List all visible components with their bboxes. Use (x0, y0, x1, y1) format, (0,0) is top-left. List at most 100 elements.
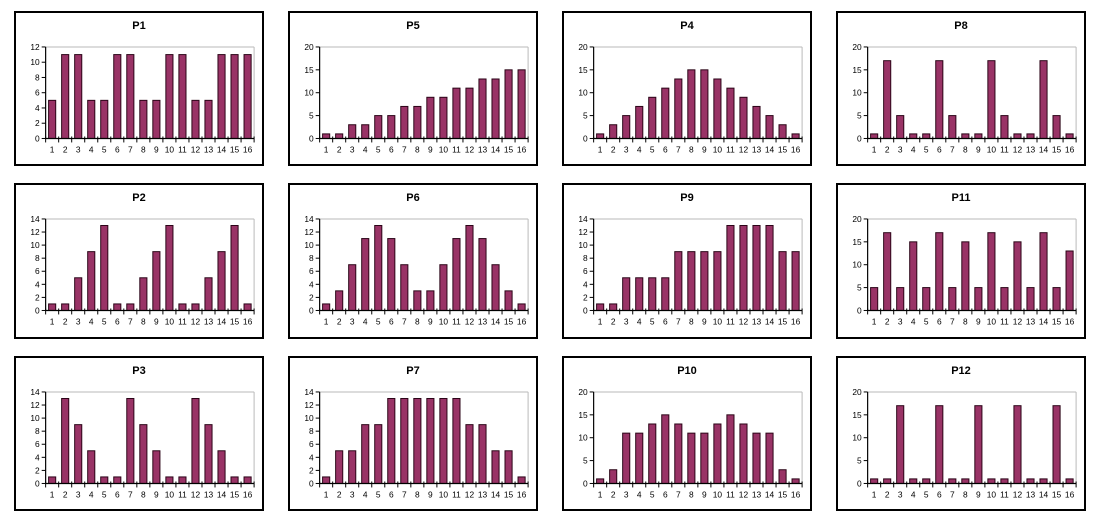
x-tick-label: 10 (713, 317, 723, 327)
bar (765, 115, 774, 139)
bar (883, 232, 892, 312)
x-tick-label: 10 (987, 317, 997, 327)
x-tick-label: 3 (350, 489, 355, 499)
bar (987, 60, 996, 139)
x-tick-label: 6 (937, 489, 942, 499)
bar (491, 449, 500, 484)
chart-panel-p6: P6 0 2 4 6 8 10 12 14 1 2 3 4 5 6 7 8 9 10 11 12 13 14 15 16 (288, 183, 538, 339)
bar (726, 87, 735, 139)
bar (896, 287, 905, 312)
x-tick-label: 10 (987, 489, 997, 499)
chart-panel-p1: P1 0 2 4 6 8 10 12 1 2 3 4 5 6 7 8 9 10 11 12 13 14 15 16 (14, 11, 264, 167)
bar (739, 225, 748, 312)
y-tick-label: 6 (309, 267, 314, 277)
x-tick-label: 3 (76, 317, 81, 327)
bar (635, 277, 644, 312)
x-tick-label: 16 (791, 317, 801, 327)
bar (413, 290, 422, 312)
x-tick-label: 14 (765, 317, 775, 327)
bar (152, 251, 161, 312)
x-tick-label: 2 (611, 317, 616, 327)
x-tick-label: 7 (402, 489, 407, 499)
bar (674, 423, 683, 484)
x-tick-label: 14 (217, 317, 227, 327)
x-tick-label: 7 (402, 317, 407, 327)
x-tick-label: 7 (402, 144, 407, 154)
bar (100, 225, 109, 312)
y-tick-label: 8 (35, 426, 40, 436)
x-tick-label: 9 (702, 489, 707, 499)
y-tick-label: 2 (35, 465, 40, 475)
x-tick-label: 15 (230, 144, 240, 154)
y-tick-label: 20 (578, 42, 588, 52)
y-tick-label: 20 (852, 387, 862, 397)
bar (452, 397, 461, 484)
y-tick-label: 0 (857, 133, 862, 143)
x-tick-label: 10 (987, 144, 997, 154)
bar (74, 277, 83, 312)
y-tick-label: 20 (852, 42, 862, 52)
bar (48, 303, 57, 312)
bar (48, 99, 57, 139)
x-tick-label: 8 (415, 144, 420, 154)
bar (217, 449, 226, 484)
bar (61, 303, 70, 312)
x-tick-label: 1 (324, 317, 329, 327)
y-tick-label: 0 (583, 478, 588, 488)
x-tick-label: 13 (204, 317, 214, 327)
bar (400, 397, 409, 484)
bar (426, 96, 435, 139)
bar (139, 277, 148, 312)
x-tick-label: 6 (663, 317, 668, 327)
bar (113, 476, 122, 484)
bar (935, 60, 944, 139)
x-tick-label: 5 (376, 489, 381, 499)
y-tick-label: 2 (583, 293, 588, 303)
bar (635, 105, 644, 139)
bar (765, 225, 774, 312)
bar (765, 432, 774, 484)
x-tick-label: 15 (1052, 489, 1062, 499)
bar (387, 115, 396, 139)
bar (648, 96, 657, 139)
x-tick-label: 7 (676, 317, 681, 327)
y-tick-label: 0 (35, 133, 40, 143)
x-tick-label: 7 (128, 144, 133, 154)
x-tick-label: 12 (191, 317, 201, 327)
x-tick-label: 4 (911, 489, 916, 499)
x-tick-label: 14 (1039, 317, 1049, 327)
y-tick-label: 6 (309, 439, 314, 449)
bar (922, 133, 931, 139)
bar (726, 225, 735, 312)
bar (974, 404, 983, 484)
y-tick-label: 20 (852, 214, 862, 224)
x-tick-label: 11 (726, 489, 735, 499)
bar (1026, 133, 1035, 139)
bar (687, 432, 696, 484)
bar (361, 124, 370, 139)
x-tick-label: 11 (178, 144, 187, 154)
bar (778, 124, 787, 139)
bar (126, 397, 135, 484)
bar (622, 432, 631, 484)
x-tick-label: 16 (1065, 317, 1075, 327)
x-tick-label: 6 (389, 317, 394, 327)
x-tick-label: 8 (689, 144, 694, 154)
bar (661, 413, 670, 484)
bar (948, 478, 957, 484)
y-tick-label: 6 (35, 439, 40, 449)
y-tick-label: 2 (309, 465, 314, 475)
y-tick-label: 4 (583, 280, 588, 290)
x-tick-label: 16 (517, 317, 527, 327)
x-tick-label: 6 (937, 317, 942, 327)
y-tick-label: 10 (852, 432, 862, 442)
x-tick-label: 8 (689, 317, 694, 327)
x-tick-label: 5 (924, 144, 929, 154)
x-tick-label: 2 (611, 144, 616, 154)
bar (635, 432, 644, 484)
x-tick-label: 11 (452, 317, 461, 327)
bar (791, 133, 800, 139)
bar (935, 404, 944, 484)
